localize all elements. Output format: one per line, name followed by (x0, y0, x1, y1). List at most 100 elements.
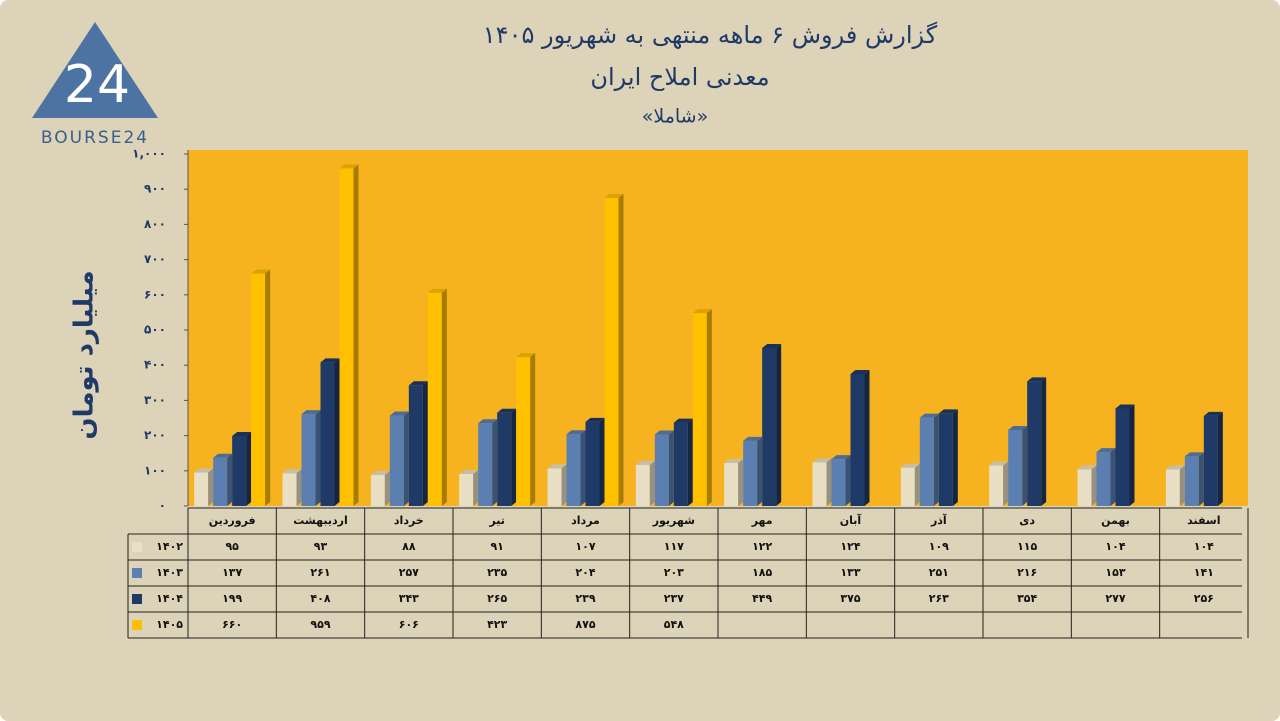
bar (812, 462, 827, 506)
bar (919, 417, 934, 506)
bar (370, 475, 385, 506)
bar-top (604, 194, 624, 198)
bar-top (427, 288, 447, 293)
legend-swatch (132, 594, 142, 604)
bar-top (232, 431, 252, 436)
bar-side (687, 418, 693, 506)
data-cell: ۱۸۵ (752, 566, 772, 579)
x-tick-label: شهریور (652, 514, 695, 527)
bar (427, 292, 442, 506)
bar-top (900, 463, 920, 468)
data-cell: ۹۳ (314, 540, 328, 553)
logo-triangle (32, 22, 158, 118)
data-cell: ۱۴۱ (1194, 566, 1214, 579)
bar (194, 472, 209, 506)
bar-top (194, 468, 214, 473)
bar (320, 362, 335, 506)
bar (900, 467, 915, 506)
bar-top (478, 419, 498, 424)
data-cell: ۳۴۳ (399, 592, 419, 605)
data-cell: ۹۵ (225, 540, 239, 553)
data-cell: ۱۱۷ (664, 540, 684, 553)
data-cell: ۲۳۹ (575, 592, 595, 605)
bar-side (757, 436, 763, 506)
data-cell: ۱۳۷ (222, 566, 242, 579)
x-tick-label: اردیبهشت (293, 514, 347, 527)
bar-top (1077, 465, 1097, 470)
bar (692, 313, 707, 506)
bar-top (547, 464, 567, 469)
data-cell: ۶۰۶ (399, 618, 419, 631)
bar-side (864, 370, 870, 506)
bar-top (1027, 377, 1047, 382)
bar (989, 465, 1004, 506)
data-cell: ۲۰۴ (575, 566, 595, 579)
bar (232, 435, 247, 506)
data-cell: ۲۶۵ (487, 592, 507, 605)
bar-side (738, 459, 744, 506)
bar-top (301, 410, 321, 415)
bar (339, 168, 354, 506)
bar (1008, 429, 1023, 506)
data-cell: ۴۲۳ (487, 618, 507, 631)
bar-side (315, 410, 321, 506)
bar-side (1110, 448, 1116, 506)
bar-side (1003, 461, 1009, 506)
data-cell: ۲۳۵ (487, 566, 507, 579)
y-tick-label: ۲۰۰ (144, 428, 166, 442)
bar-side (511, 408, 517, 506)
data-cell: ۱۰۹ (929, 540, 949, 553)
data-cell: ۲۵۷ (399, 566, 419, 579)
bar-top (516, 353, 536, 358)
bar-top (762, 343, 782, 348)
bar-top (1115, 404, 1135, 409)
bar-top (919, 413, 939, 418)
bar-top (282, 469, 302, 474)
data-cell: ۸۷۵ (575, 618, 595, 631)
bar-top (1184, 452, 1204, 457)
bar-top (654, 430, 674, 435)
bar-side (561, 464, 567, 506)
data-cell: ۱۲۲ (752, 540, 772, 553)
bar (654, 434, 669, 506)
logo-mark: 24 (64, 55, 130, 115)
data-cell: ۵۴۸ (664, 618, 684, 631)
bar-top (1165, 465, 1185, 470)
data-cell: ۲۳۷ (664, 592, 684, 605)
bar-side (845, 455, 851, 506)
bar-side (1129, 404, 1135, 506)
plot-area (188, 150, 1248, 506)
bar-side (952, 409, 958, 506)
bar-side (776, 343, 782, 506)
bar-top (320, 358, 340, 363)
company-name: «شاملا» (642, 106, 708, 128)
legend-swatch (132, 568, 142, 578)
bar (585, 421, 600, 506)
x-tick-label: فروردین (209, 514, 256, 527)
legend-swatch (132, 542, 142, 552)
bar (566, 434, 581, 506)
y-tick-label: ۸۰۰ (144, 217, 166, 231)
bar (389, 415, 404, 506)
bar (1203, 415, 1218, 506)
bar-side (384, 471, 390, 506)
x-tick-label: دی (1019, 514, 1035, 527)
bar-side (1041, 377, 1047, 506)
x-tick-label: آذر (930, 513, 947, 527)
bar-side (933, 413, 939, 506)
x-tick-label: اسفند (1187, 514, 1220, 527)
bar-side (296, 469, 302, 506)
bar-top (213, 453, 233, 458)
y-tick-label: ۱,۰۰۰ (132, 147, 166, 161)
bar-side (1179, 465, 1185, 506)
bar-side (580, 430, 586, 506)
bar-side (227, 453, 233, 506)
data-cell: ۲۰۳ (664, 566, 684, 579)
data-cell: ۴۴۹ (752, 592, 772, 605)
logo-text: BOURSE24 (41, 128, 149, 148)
x-tick-label: بهمن (1101, 514, 1130, 527)
y-tick-label: ۹۰۰ (144, 182, 166, 196)
bar (831, 459, 846, 506)
data-cell: ۲۶۳ (929, 592, 949, 605)
